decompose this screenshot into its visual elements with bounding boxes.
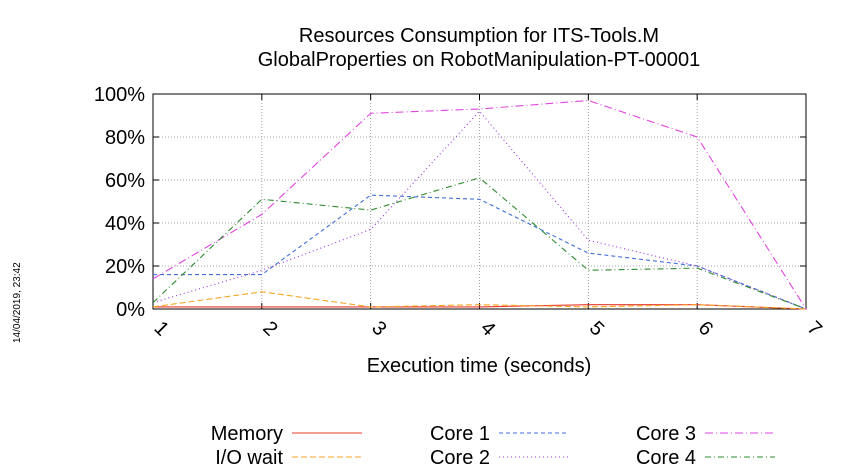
y-tick-label: 60% [105,170,145,192]
chart-title-line-2: GlobalProperties on RobotManipulation-PT… [258,49,701,71]
plot-frame [152,93,807,310]
y-axis-ticks: 0% 20% 40% 60% 80% 100% [94,84,806,321]
x-tick-label: 2 [258,317,281,340]
legend-label-core-4: Core 4 [636,447,696,469]
series-line-i-o-wait [152,291,807,310]
x-axis-ticks: 1 2 3 4 5 6 7 [150,94,826,340]
grid-lines [153,94,806,309]
y-tick-label: 80% [105,127,145,149]
y-tick-label: 100% [94,84,145,106]
x-tick-label: 1 [150,317,173,340]
x-tick-label: 6 [694,317,717,340]
series-line-memory [153,304,807,310]
legend-label-core-3: Core 3 [636,423,696,445]
y-tick-label: 40% [105,213,145,235]
x-tick-label: 7 [803,317,826,340]
legend-label-core-1: Core 1 [430,423,490,445]
x-axis-label: Execution time (seconds) [367,355,592,377]
series-lines [152,99,807,310]
legend-label-i-o-wait: I/O wait [215,447,283,469]
timestamp: 14/04/2019, 23:42 [12,262,23,343]
series-line-core-3 [152,99,807,310]
y-tick-label: 20% [105,256,145,278]
chart-title-line-1: Resources Consumption for ITS-Tools.M [299,25,659,47]
series-line-core-1 [153,194,807,310]
series-line-core-4 [152,177,807,310]
legend-label-core-2: Core 2 [430,447,490,469]
y-tick-label: 0% [116,299,145,321]
legend-label-memory: Memory [211,423,283,445]
x-tick-label: 4 [476,317,499,340]
x-tick-label: 5 [585,317,608,340]
x-tick-label: 3 [367,317,390,340]
